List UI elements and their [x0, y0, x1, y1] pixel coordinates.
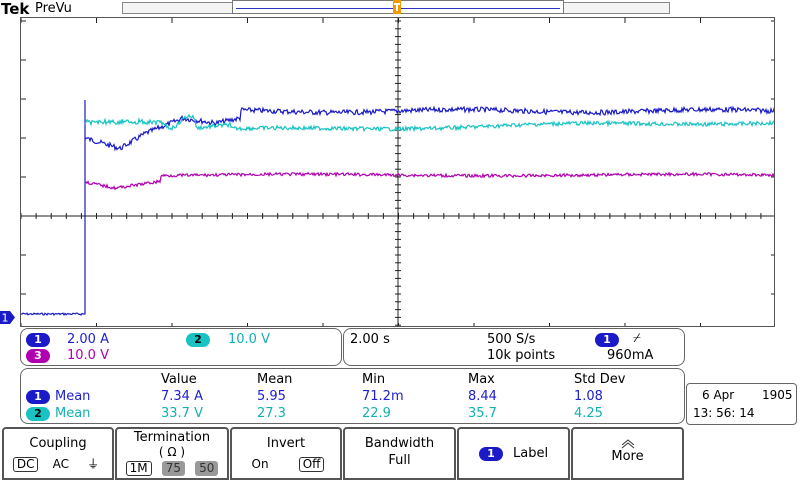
coupling-button[interactable]: Coupling DC AC ⏚ [2, 427, 114, 480]
meas-row1-value: 7.34 A [161, 389, 203, 404]
coupling-ac-option[interactable]: AC [52, 457, 69, 471]
meas-row1-ch-badge[interactable]: 1 [26, 390, 50, 404]
meas-row1-name: Mean [55, 389, 91, 404]
ch2-scale: 10.0 V [228, 332, 270, 347]
trigger-slope-icon: ⌿ [633, 331, 641, 346]
time: 13: 56: 14 [693, 406, 755, 420]
coupling-dc-option[interactable]: DC [12, 457, 39, 472]
traces [21, 100, 774, 317]
label-button[interactable]: 1 Label [457, 427, 570, 480]
meas-row2-mean: 27.3 [257, 406, 286, 421]
trigger-level: 960mA [607, 348, 654, 363]
more-arrow-icon [621, 439, 634, 449]
ch2-trace [84, 113, 774, 133]
brand-logo: Tek [1, 0, 30, 18]
softkey-bar: Coupling DC AC ⏚ Termination ( Ω ) 1M 75… [0, 427, 800, 480]
ch2-badge[interactable]: 2 [186, 333, 210, 347]
ch3-badge[interactable]: 3 [26, 349, 50, 363]
timebase-panel: 2.00 s 500 S/s 1 ⌿ 10k points 960mA [343, 328, 685, 366]
bandwidth-button[interactable]: Bandwidth Full [343, 427, 456, 480]
label-text: Label [513, 446, 549, 461]
termination-label: Termination [133, 430, 211, 445]
invert-button[interactable]: Invert On Off [230, 427, 342, 480]
meas-row2-ch-badge[interactable]: 2 [26, 407, 50, 421]
meas-header-stddev: Std Dev [574, 372, 626, 387]
meas-header-min: Min [362, 372, 386, 387]
termination-1m-option[interactable]: 1M [125, 461, 152, 476]
meas-header-mean: Mean [257, 372, 293, 387]
top-bar: Tek PreVu [0, 0, 800, 18]
trigger-position-icon [393, 0, 401, 14]
year: 1905 [762, 388, 793, 402]
sample-rate: 500 S/s [487, 332, 536, 347]
more-button[interactable]: More [571, 427, 684, 480]
date: 6 Apr [702, 388, 735, 402]
coupling-ground-icon[interactable]: ⏚ [87, 457, 100, 471]
ch1-ground-marker-icon[interactable]: 1 [0, 310, 16, 325]
termination-unit: ( Ω ) [158, 445, 186, 459]
graticule-grid [21, 18, 774, 326]
channel-scale-panel: 1 2.00 A 2 10.0 V 3 10.0 V [20, 328, 342, 366]
termination-button[interactable]: Termination ( Ω ) 1M 75 50 [115, 427, 229, 480]
meas-row1-mean: 5.95 [257, 389, 286, 404]
coupling-options: DC AC ⏚ [4, 457, 112, 472]
bandwidth-label: Bandwidth [364, 436, 435, 451]
meas-row2-stddev: 4.25 [574, 406, 603, 421]
ch1-trace [21, 100, 774, 317]
termination-50-option: 50 [195, 461, 219, 476]
ch3-scale: 10.0 V [67, 348, 109, 363]
meas-row1-stddev: 1.08 [574, 389, 603, 404]
waveform-display[interactable] [20, 17, 775, 327]
bandwidth-value: Full [388, 453, 411, 468]
trigger-source-badge[interactable]: 1 [595, 333, 619, 347]
more-label: More [611, 449, 644, 464]
coupling-label: Coupling [29, 436, 87, 451]
ch1-scale: 2.00 A [67, 332, 109, 347]
svg-text:1: 1 [2, 312, 9, 325]
invert-off-option[interactable]: Off [298, 457, 325, 472]
acquisition-mode: PreVu [35, 1, 72, 16]
meas-header-max: Max [468, 372, 495, 387]
time-per-div: 2.00 s [350, 332, 390, 347]
ch1-badge[interactable]: 1 [26, 333, 50, 347]
meas-header-value: Value [161, 372, 197, 387]
label-ch-badge: 1 [478, 446, 503, 461]
record-length: 10k points [487, 348, 556, 363]
invert-on-option[interactable]: On [251, 457, 269, 471]
invert-label: Invert [266, 436, 306, 451]
measurements-panel: Value Mean Min Max Std Dev 1 Mean 7.34 A… [20, 368, 685, 424]
invert-options: On Off [232, 457, 340, 472]
termination-75-option: 75 [161, 461, 185, 476]
label-row: 1 Label [459, 446, 568, 461]
waveform-svg [21, 18, 774, 326]
meas-row2-value: 33.7 V [161, 406, 203, 421]
meas-row1-max: 8.44 [468, 389, 497, 404]
termination-options: 1M 75 50 [117, 461, 227, 476]
meas-row2-min: 22.9 [362, 406, 391, 421]
datetime-panel: 6 Apr 1905 13: 56: 14 [686, 383, 797, 425]
ch3-trace [84, 171, 774, 191]
meas-row1-min: 71.2m [362, 389, 404, 404]
meas-row2-name: Mean [55, 406, 91, 421]
meas-row2-max: 35.7 [468, 406, 497, 421]
